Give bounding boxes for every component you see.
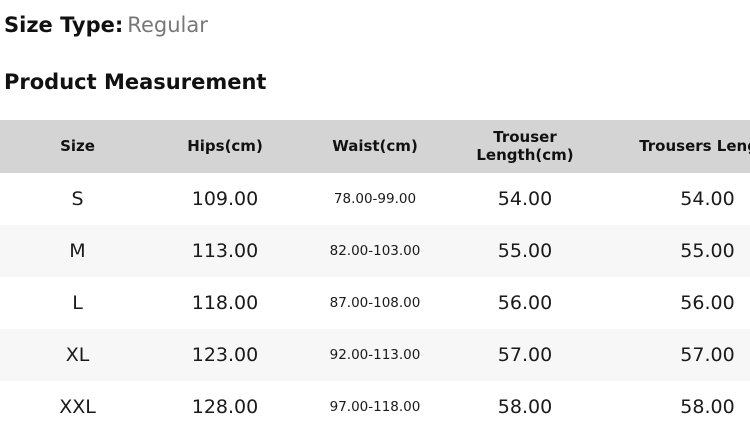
column-header-hips: Hips(cm) [187,136,263,155]
cell-hips: 128.00 [191,395,259,418]
column-header-trousers-length: Trousers Length [639,136,750,155]
cell-trousers-length: 58.00 [680,395,735,418]
cell-size: XXL [59,395,96,418]
cell-trousers-length: 55.00 [680,239,735,262]
cell-size: XL [65,343,90,366]
cell-waist: 87.00-108.00 [329,294,421,311]
column-header-size: Size [60,136,95,155]
table-body: S 109.00 78.00-99.00 54.00 54.00 M 113.0… [0,173,750,433]
column-header-trouser-length: Trouser Length(cm) [476,127,574,164]
cell-waist: 82.00-103.00 [329,242,421,259]
cell-hips: 118.00 [191,291,259,314]
column-header-waist: Waist(cm) [332,136,418,155]
table-header: Size Hips(cm) Waist(cm) Trouser Length(c… [0,120,750,173]
cell-trouser-length: 55.00 [497,239,553,262]
size-type-label: Size Type: [4,13,124,37]
cell-trouser-length: 58.00 [497,395,553,418]
size-type-value: Regular [127,13,208,37]
cell-waist: 97.00-118.00 [329,398,421,415]
cell-hips: 123.00 [191,343,259,366]
cell-trouser-length: 56.00 [497,291,553,314]
table-row: XL 123.00 92.00-113.00 57.00 57.00 [0,329,750,381]
table-header-row: Size Hips(cm) Waist(cm) Trouser Length(c… [0,120,750,173]
cell-size: L [72,291,83,314]
cell-waist: 78.00-99.00 [333,190,417,207]
table-row: L 118.00 87.00-108.00 56.00 56.00 [0,277,750,329]
cell-trouser-length: 54.00 [497,187,553,210]
cell-trouser-length: 57.00 [497,343,553,366]
product-measurement-heading: Product Measurement [4,70,267,94]
size-type-line: Size Type: Regular [4,13,208,38]
table-row: S 109.00 78.00-99.00 54.00 54.00 [0,173,750,225]
cell-trousers-length: 56.00 [680,291,735,314]
cell-trousers-length: 54.00 [680,187,735,210]
cell-waist: 92.00-113.00 [329,346,421,363]
cell-trousers-length: 57.00 [680,343,735,366]
cell-size: M [69,239,86,262]
cell-size: S [71,187,84,210]
product-measurement-table: Size Hips(cm) Waist(cm) Trouser Length(c… [0,120,750,433]
cell-hips: 109.00 [191,187,259,210]
cell-hips: 113.00 [191,239,259,262]
table-row: M 113.00 82.00-103.00 55.00 55.00 [0,225,750,277]
table-row: XXL 128.00 97.00-118.00 58.00 58.00 [0,381,750,433]
